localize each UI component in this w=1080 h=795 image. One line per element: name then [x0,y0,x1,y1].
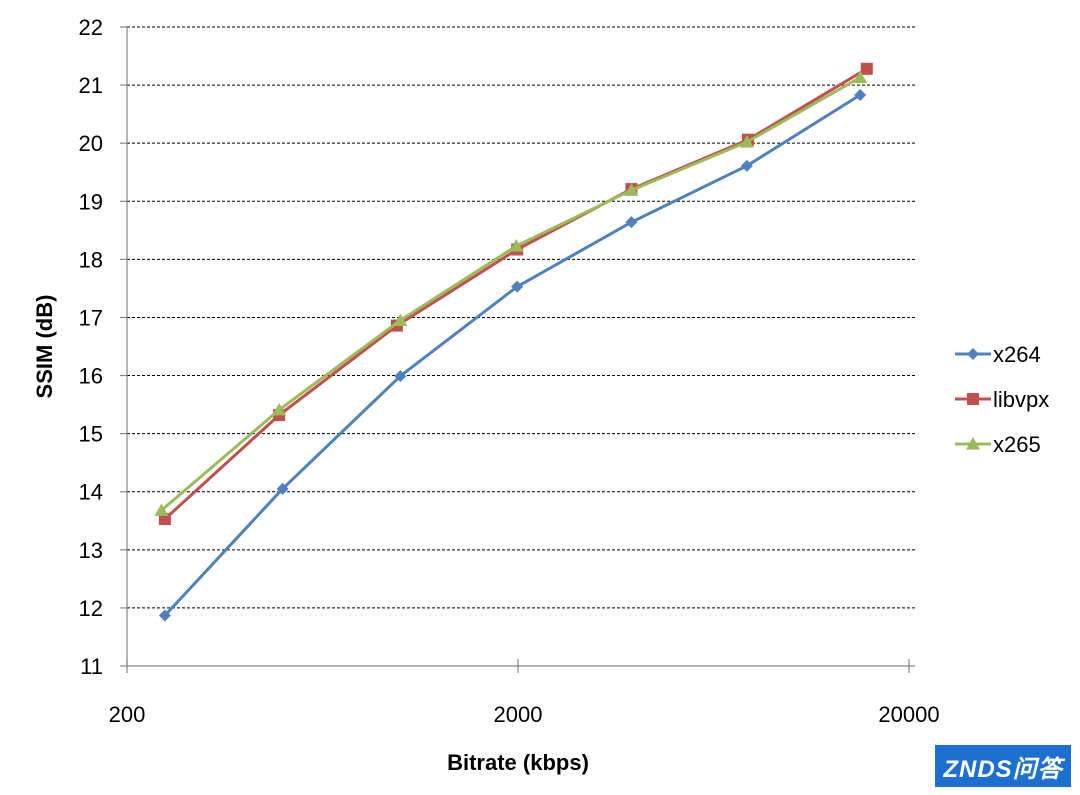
series-lines [154,62,873,622]
x-tick-label: 200 [109,702,146,727]
y-tick-label: 16 [79,364,103,389]
y-tick-label: 18 [79,247,103,272]
data-point-x264 [854,88,867,101]
x-tick-label: 2000 [494,702,543,727]
legend-item-libvpx: libvpx [955,387,1049,412]
legend-marker [966,437,980,450]
data-point-x264 [740,159,753,172]
x-axis-title: Bitrate (kbps) [447,750,589,775]
data-point-x265 [509,239,524,252]
legend-item-x264: x264 [955,342,1041,367]
y-tick-label: 14 [79,480,103,505]
data-point-x265 [853,70,868,84]
y-tick-label: 22 [79,15,103,40]
y-tick-label: 11 [80,654,103,679]
axes [120,26,915,673]
y-tick-label: 19 [79,189,103,214]
series-line-x265 [160,76,861,512]
data-point-x264 [276,482,289,495]
data-point-x264 [625,216,638,229]
legend-item-x265: x265 [955,432,1041,457]
legend-label: x264 [993,342,1041,367]
y-tick-label: 20 [79,131,103,156]
data-point-x265 [624,183,639,196]
data-point-x264 [511,280,524,293]
data-point-x264 [158,609,171,622]
series-line-libvpx [163,67,868,521]
legend-marker [967,348,979,360]
y-tick-label: 12 [79,596,103,621]
series-x265 [154,70,868,516]
data-point-x265 [393,313,408,326]
x-tick-labels: 200 2000 20000 [109,702,940,727]
y-tick-label: 17 [79,305,103,330]
series-x264 [158,88,867,622]
data-point-x265 [154,503,169,516]
data-point-x265 [272,402,287,416]
y-axis-title: SSIM (dB) [32,295,57,399]
data-point-x265 [739,135,754,148]
y-tick-label: 15 [79,422,103,447]
data-point-libvpx [860,62,873,75]
y-tick-labels: 11 12 13 14 15 16 17 18 19 20 21 22 [79,15,103,679]
data-point-x264 [394,370,407,383]
y-tick-label: 13 [79,538,103,563]
legend: x264 libvpx x265 [955,342,1049,457]
series-line-x264 [163,93,861,617]
y-tick-label: 21 [79,73,103,98]
watermark-logo: ZNDS问答 [935,745,1071,787]
data-point-libvpx [158,513,171,526]
legend-label: libvpx [993,387,1049,412]
legend-label: x265 [993,432,1041,457]
legend-marker [967,393,979,405]
x-tick-label: 20000 [878,702,939,727]
